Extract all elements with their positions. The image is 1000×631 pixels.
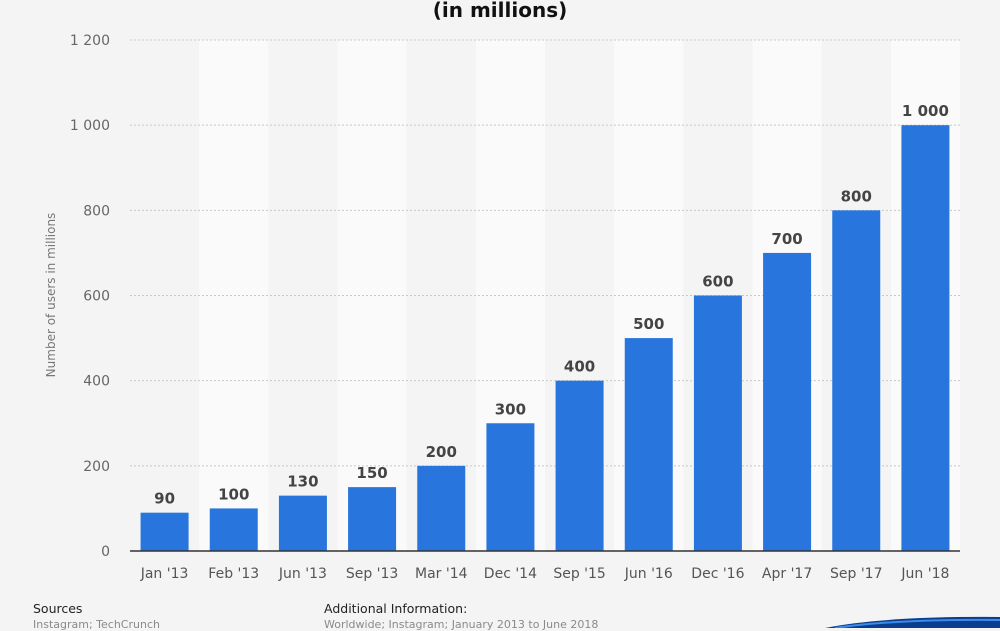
x-tick-label: Apr '17 [762,566,812,582]
y-tick-label: 600 [83,289,110,305]
bar[interactable] [555,380,604,551]
bar[interactable] [278,495,327,551]
x-tick-labels: Jan '13 Feb '13 Jun '13 Sep '13 Mar '14 Dec '… [140,566,950,582]
data-label: 200 [426,443,457,461]
x-tick-label: Sep '13 [346,566,399,582]
x-tick-label: Mar '14 [415,566,468,582]
bar[interactable] [832,210,881,552]
data-label: 800 [841,187,872,205]
bar[interactable] [348,487,397,551]
x-tick-label: Dec '16 [691,566,744,582]
x-tick-label: Jun '13 [278,566,327,582]
data-label: 700 [771,230,802,248]
y-axis-label: Number of users in millions [44,213,58,378]
data-label: 400 [564,358,595,376]
y-tick-label: 1 000 [70,118,110,134]
x-tick-label: Jun '16 [624,566,673,582]
bar[interactable] [693,295,742,552]
data-label: 600 [702,273,733,291]
x-tick-label: Sep '15 [553,566,606,582]
data-label: 300 [495,400,526,418]
sources-heading: Sources [33,601,83,616]
bar[interactable] [486,423,535,551]
sources-block: Sources Instagram; TechCrunch [33,601,160,631]
data-label: 500 [633,315,664,333]
data-label: 100 [218,485,249,503]
data-label: 130 [287,473,318,491]
x-tick-label: Feb '13 [208,566,259,582]
x-tick-label: Jun '18 [900,566,949,582]
x-tick-label: Sep '17 [830,566,883,582]
chart: 90 100 130 150 200 300 400 500 600 700 800 1 000 Ja… [44,0,960,582]
y-tick-label: 0 [101,544,110,560]
data-label: 1 000 [902,102,949,120]
bar[interactable] [901,125,950,552]
y-tick-label: 200 [83,459,110,475]
bar[interactable] [140,512,189,551]
y-tick-label: 1 200 [70,33,110,49]
data-label: 150 [356,464,387,482]
y-tick-labels: 0 200 400 600 800 1 000 1 200 [70,33,110,560]
additional-info-block: Additional Information: Worldwide; Insta… [324,601,598,631]
bar[interactable] [417,465,466,551]
x-tick-label: Jan '13 [140,566,189,582]
additional-info-text: Worldwide; Instagram; January 2013 to Ju… [324,618,599,631]
chart-title: (in millions) [433,0,567,22]
data-labels: 90 100 130 150 200 300 400 500 600 700 800 1 000 [154,102,949,508]
data-label: 90 [154,490,175,508]
bars [140,125,950,552]
y-tick-label: 800 [83,203,110,219]
column-band [199,40,269,551]
brand-swoosh-icon [825,616,1000,628]
x-tick-label: Dec '14 [484,566,537,582]
additional-info-heading: Additional Information: [324,601,468,616]
bar[interactable] [763,252,812,551]
y-tick-label: 400 [83,374,110,390]
bar[interactable] [624,338,673,551]
bar[interactable] [209,508,258,551]
sources-text[interactable]: Instagram; TechCrunch [33,618,160,631]
